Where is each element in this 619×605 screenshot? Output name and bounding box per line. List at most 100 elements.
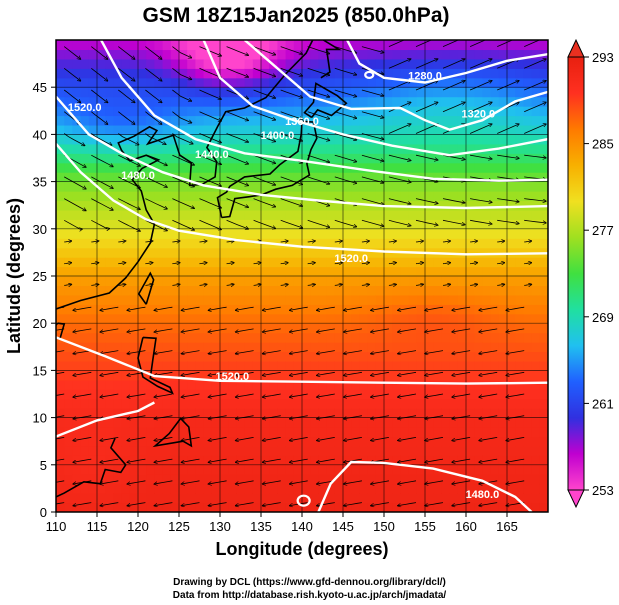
temperature-cell [359, 181, 369, 192]
streamline [56, 437, 65, 440]
temperature-cell [146, 389, 155, 400]
temperature-cell [416, 351, 426, 362]
temperature-cell [351, 427, 360, 438]
streamline [479, 502, 498, 506]
temperature-cell [408, 474, 418, 485]
temperature-cell [310, 172, 319, 183]
temperature-cell [400, 398, 410, 409]
temperature-cell [507, 398, 516, 409]
temperature-cell [195, 124, 205, 135]
temperature-cell [269, 115, 278, 126]
temperature-cell [498, 351, 508, 362]
temperature-cell [56, 351, 65, 362]
streamline [497, 219, 519, 223]
streamline [497, 81, 519, 91]
temperature-cell [244, 143, 254, 154]
temperature-cell [138, 87, 147, 98]
temperature-cell [179, 276, 188, 287]
temperature-cell [343, 238, 352, 249]
temperature-cell [252, 398, 262, 409]
temperature-cell [269, 483, 278, 494]
temperature-cell [400, 266, 410, 277]
temperature-cell [531, 379, 541, 390]
streamline [263, 437, 281, 440]
temperature-cell [228, 436, 237, 447]
temperature-cell [211, 209, 221, 220]
temperature-cell [384, 96, 393, 107]
temperature-cell [408, 228, 418, 239]
temperature-cell [400, 502, 410, 512]
temperature-cell [203, 417, 213, 428]
temperature-cell [310, 294, 319, 305]
temperature-cell [220, 228, 229, 239]
temperature-cell [138, 313, 147, 324]
streamline [344, 502, 362, 506]
temperature-cell [56, 342, 65, 353]
streamline [524, 154, 546, 158]
temperature-cell [515, 219, 524, 230]
temperature-cell [482, 257, 492, 268]
temperature-cell [466, 68, 475, 79]
temperature-cell [384, 493, 393, 504]
streamline [415, 263, 423, 264]
temperature-cell [64, 332, 73, 343]
temperature-cell [408, 219, 418, 230]
temperature-cell [162, 134, 172, 145]
temperature-cell [515, 285, 524, 296]
temperature-cell [269, 96, 278, 107]
temperature-cell [449, 219, 459, 230]
temperature-cell [334, 285, 344, 296]
temperature-cell [236, 502, 246, 512]
temperature-cell [507, 474, 516, 485]
streamline [209, 350, 227, 354]
temperature-cell [187, 351, 196, 362]
temperature-cell [88, 49, 98, 60]
temperature-cell [129, 474, 139, 485]
temperature-cell [170, 77, 180, 88]
temperature-cell [367, 474, 377, 485]
temperature-cell [261, 162, 270, 173]
contour-label: 1440.0 [195, 149, 229, 161]
temperature-cell [302, 68, 311, 79]
temperature-cell [97, 219, 106, 230]
temperature-cell [392, 68, 401, 79]
temperature-cell [129, 162, 139, 173]
temperature-cell [277, 257, 287, 268]
temperature-cell [515, 209, 524, 220]
temperature-cell [138, 228, 147, 239]
temperature-cell [318, 143, 328, 154]
temperature-cell [416, 323, 426, 334]
temperature-cell [334, 238, 344, 249]
temperature-cell [351, 200, 360, 211]
temperature-cell [154, 483, 164, 494]
temperature-cell [343, 134, 352, 145]
temperature-cell [277, 294, 287, 305]
temperature-cell [277, 360, 287, 371]
temperature-cell [343, 115, 352, 126]
temperature-cell [474, 257, 483, 268]
temperature-cell [154, 228, 164, 239]
temperature-cell [72, 342, 82, 353]
temperature-cell [507, 40, 516, 51]
temperature-cell [482, 427, 492, 438]
temperature-cell [105, 313, 114, 324]
streamline [236, 437, 254, 440]
streamline [56, 502, 65, 505]
temperature-cell [72, 219, 82, 230]
temperature-cell [384, 134, 393, 145]
temperature-cell [498, 106, 508, 117]
temperature-cell [88, 342, 98, 353]
temperature-cell [498, 219, 508, 230]
temperature-cell [154, 200, 164, 211]
streamline [63, 46, 80, 60]
streamline [226, 154, 249, 164]
temperature-cell [129, 247, 139, 258]
temperature-cell [72, 58, 82, 69]
temperature-cell [343, 294, 352, 305]
temperature-cell [490, 134, 500, 145]
temperature-cell [277, 228, 287, 239]
temperature-cell [507, 285, 516, 296]
temperature-cell [293, 49, 303, 60]
temperature-cell [261, 417, 270, 428]
temperature-cell [113, 266, 123, 277]
